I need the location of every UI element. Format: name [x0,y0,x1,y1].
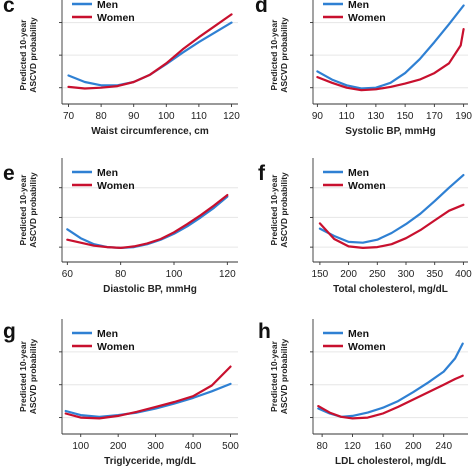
x-tick-label: 130 [368,111,385,122]
x-tick-label: 90 [128,111,140,122]
panel-letter: c [3,0,15,17]
y-axis-label: Predicted 10-year [269,19,279,91]
legend-label-men: Men [348,167,369,179]
x-tick-label: 170 [426,111,443,122]
x-tick-label: 100 [72,441,89,452]
legend-label-women: Women [348,12,386,24]
series-line-women [66,194,229,249]
y-axis-label: Predicted 10-year [18,340,28,412]
series-line-women [64,365,232,420]
x-tick-label: 160 [375,441,392,452]
x-tick-label: 250 [369,269,386,280]
x-tick-label: 150 [312,269,329,280]
y-axis-label: ASCVD probability [28,172,38,248]
x-tick-label: 300 [398,269,415,280]
x-tick-label: 200 [340,269,357,280]
x-tick-label: 150 [397,111,414,122]
x-tick-label: 60 [62,269,74,280]
x-tick-label: 100 [166,269,183,280]
legend-label-women: Women [348,180,386,192]
x-tick-label: 110 [191,111,207,122]
x-axis-label: LDL cholesterol, mg/dL [335,456,446,467]
x-tick-label: 200 [110,441,127,452]
panel-letter: d [255,0,268,17]
x-tick-label: 80 [96,111,108,122]
y-axis-label: Predicted 10-year [269,340,279,412]
x-tick-label: 400 [185,441,202,452]
legend-label-women: Women [97,341,135,353]
y-axis-label: ASCVD probability [28,338,38,414]
x-tick-label: 400 [455,269,472,280]
x-tick-label: 120 [344,441,361,452]
x-tick-label: 120 [223,111,240,122]
legend-label-men: Men [348,0,369,11]
x-axis-label: Diastolic BP, mmHg [103,284,197,295]
x-tick-label: 110 [339,111,355,122]
x-tick-label: 90 [312,111,324,122]
series-line-men [317,342,464,418]
x-tick-label: 190 [455,111,472,122]
series-line-men [64,382,232,418]
legend-label-women: Women [348,341,386,353]
panel-letter: e [3,162,15,185]
x-tick-label: 240 [435,441,452,452]
x-axis-label: Total cholesterol, mg/dL [333,284,448,295]
x-tick-label: 200 [405,441,422,452]
legend-label-women: Women [97,12,135,24]
y-axis-label: ASCVD probability [279,17,289,93]
series-line-men [318,174,465,244]
x-tick-label: 80 [115,269,127,280]
series-line-men [66,195,229,249]
series-line-women [67,13,233,90]
y-axis-label: Predicted 10-year [18,19,28,91]
panel-letter: h [258,320,271,343]
y-axis-label: Predicted 10-year [18,174,28,246]
y-axis-label: ASCVD probability [279,338,289,414]
legend-label-men: Men [97,328,118,340]
x-tick-label: 100 [158,111,175,122]
x-axis-label: Waist circumference, cm [91,126,209,137]
x-tick-label: 120 [219,269,236,280]
y-axis-label: ASCVD probability [279,172,289,248]
x-axis-label: Systolic BP, mmHg [345,126,435,137]
series-line-women [316,28,465,92]
x-tick-label: 80 [317,441,329,452]
series-line-women [318,203,465,249]
x-tick-label: 70 [63,111,75,122]
panel-letter: g [3,320,16,343]
legend-label-men: Men [97,0,118,11]
x-tick-label: 500 [222,441,239,452]
series-line-men [316,4,465,90]
y-axis-label: ASCVD probability [28,17,38,93]
x-tick-label: 350 [426,269,443,280]
y-axis-label: Predicted 10-year [269,174,279,246]
x-axis-label: Triglyceride, mg/dL [104,456,196,467]
panel-letter: f [258,162,266,185]
series-line-women [317,374,464,420]
legend-label-men: Men [97,167,118,179]
legend-label-men: Men [348,328,369,340]
x-tick-label: 300 [147,441,164,452]
legend-label-women: Women [97,180,135,192]
